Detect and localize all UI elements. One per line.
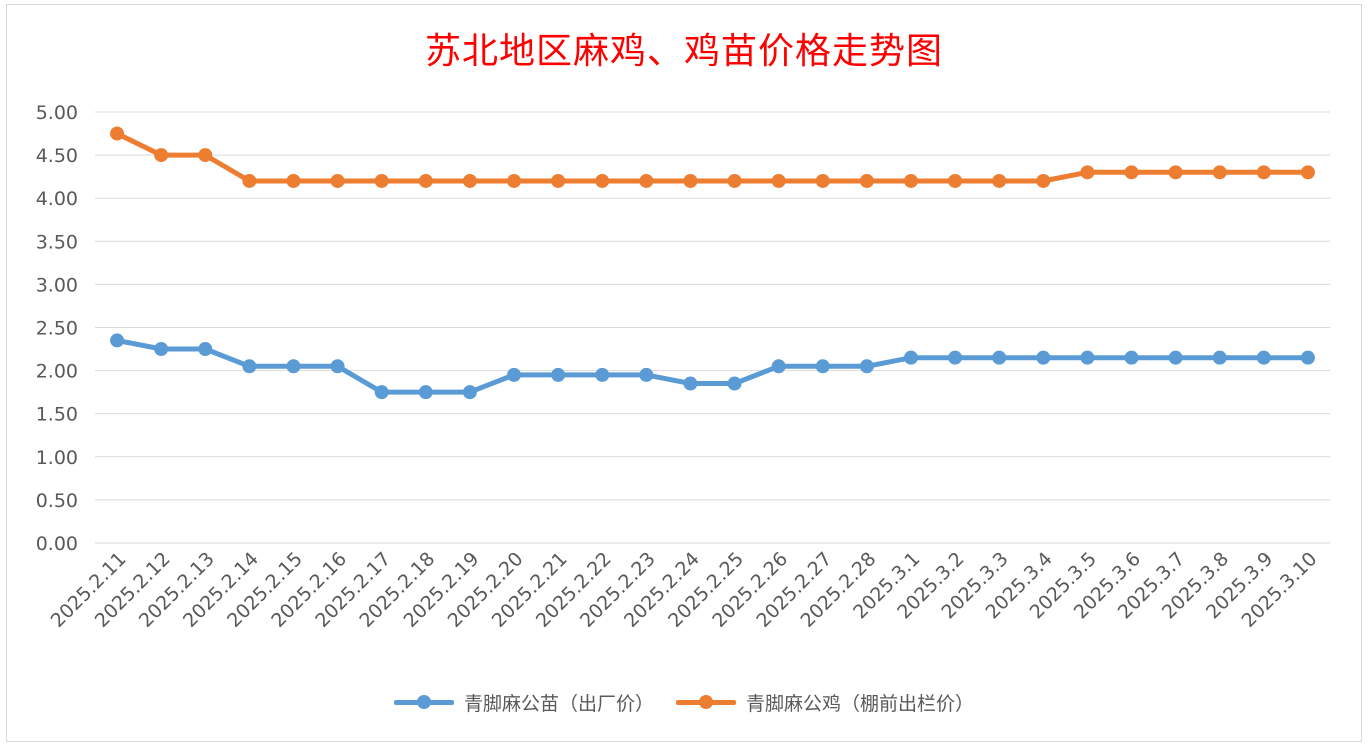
data-point-series-1 [639, 367, 654, 382]
data-point-series-2 [815, 173, 830, 188]
data-point-series-2 [1124, 165, 1139, 180]
y-tick-label: 4.00 [36, 188, 78, 210]
legend-item-series-1[interactable]: 青脚麻公苗（出厂价） [393, 689, 654, 716]
data-point-series-1 [727, 376, 742, 391]
data-point-series-2 [286, 173, 301, 188]
y-tick-label: 0.50 [36, 490, 78, 512]
data-point-series-1 [462, 385, 477, 400]
data-point-series-2 [1300, 165, 1315, 180]
data-point-series-2 [859, 173, 874, 188]
data-point-series-2 [1256, 165, 1271, 180]
data-point-series-2 [1080, 165, 1095, 180]
y-tick-label: 3.00 [36, 274, 78, 296]
data-point-series-1 [595, 367, 610, 382]
data-point-series-1 [992, 350, 1007, 365]
data-point-series-2 [551, 173, 566, 188]
data-point-series-2 [771, 173, 786, 188]
y-tick-label: 0.00 [36, 533, 78, 555]
data-point-series-1 [507, 367, 522, 382]
y-tick-label: 5.00 [36, 102, 78, 124]
data-point-series-1 [948, 350, 963, 365]
data-point-series-1 [551, 367, 566, 382]
data-point-series-2 [639, 173, 654, 188]
data-point-series-1 [859, 359, 874, 374]
data-point-series-2 [242, 173, 257, 188]
data-point-series-1 [1256, 350, 1271, 365]
y-tick-label: 4.50 [36, 145, 78, 167]
data-point-series-2 [727, 173, 742, 188]
legend-marker-series-1 [393, 695, 454, 709]
data-point-series-1 [374, 385, 389, 400]
data-point-series-2 [595, 173, 610, 188]
data-point-series-2 [110, 126, 125, 141]
y-tick-label: 3.50 [36, 231, 78, 253]
legend-label-series-2: 青脚麻公鸡（棚前出栏价） [746, 692, 975, 715]
data-point-series-2 [1212, 165, 1227, 180]
data-point-series-2 [1168, 165, 1183, 180]
data-point-series-1 [330, 359, 345, 374]
data-point-series-1 [1036, 350, 1051, 365]
data-point-series-2 [418, 173, 433, 188]
legend-marker-series-2 [676, 695, 736, 709]
y-tick-label: 1.50 [36, 404, 78, 426]
data-point-series-2 [948, 173, 963, 188]
data-point-series-1 [1212, 350, 1227, 365]
y-tick-label: 1.00 [36, 447, 78, 469]
data-point-series-1 [771, 359, 786, 374]
data-point-series-1 [683, 376, 698, 391]
data-point-series-1 [1168, 350, 1183, 365]
data-point-series-1 [1124, 350, 1139, 365]
data-point-series-1 [286, 359, 301, 374]
data-point-series-1 [815, 359, 830, 374]
y-tick-label: 2.00 [36, 361, 78, 383]
data-point-series-2 [374, 173, 389, 188]
chart-legend: 青脚麻公苗（出厂价） 青脚麻公鸡（棚前出栏价） [0, 688, 1368, 716]
legend-item-series-2[interactable]: 青脚麻公鸡（棚前出栏价） [676, 689, 974, 716]
data-point-series-2 [462, 173, 477, 188]
data-point-series-1 [1080, 350, 1095, 365]
data-point-series-1 [154, 342, 169, 357]
data-point-series-1 [1300, 350, 1315, 365]
chart-title: 苏北地区麻鸡、鸡苗价格走势图 [424, 31, 943, 72]
series-line-2 [114, 131, 1311, 184]
series-line-1 [114, 337, 1311, 395]
legend-label-series-1: 青脚麻公苗（出厂价） [463, 692, 654, 715]
data-point-series-1 [903, 350, 918, 365]
y-tick-label: 2.50 [36, 318, 78, 340]
data-point-series-1 [418, 385, 433, 400]
data-point-series-2 [330, 173, 345, 188]
data-point-series-1 [198, 342, 213, 357]
data-point-series-2 [1036, 173, 1051, 188]
chart-area[interactable] [6, 4, 1362, 742]
data-point-series-2 [198, 148, 213, 163]
data-point-series-2 [992, 173, 1007, 188]
data-point-series-1 [110, 333, 125, 348]
data-point-series-2 [903, 173, 918, 188]
data-point-series-2 [507, 173, 522, 188]
data-point-series-2 [683, 173, 698, 188]
data-point-series-2 [154, 148, 169, 163]
data-point-series-1 [242, 359, 257, 374]
